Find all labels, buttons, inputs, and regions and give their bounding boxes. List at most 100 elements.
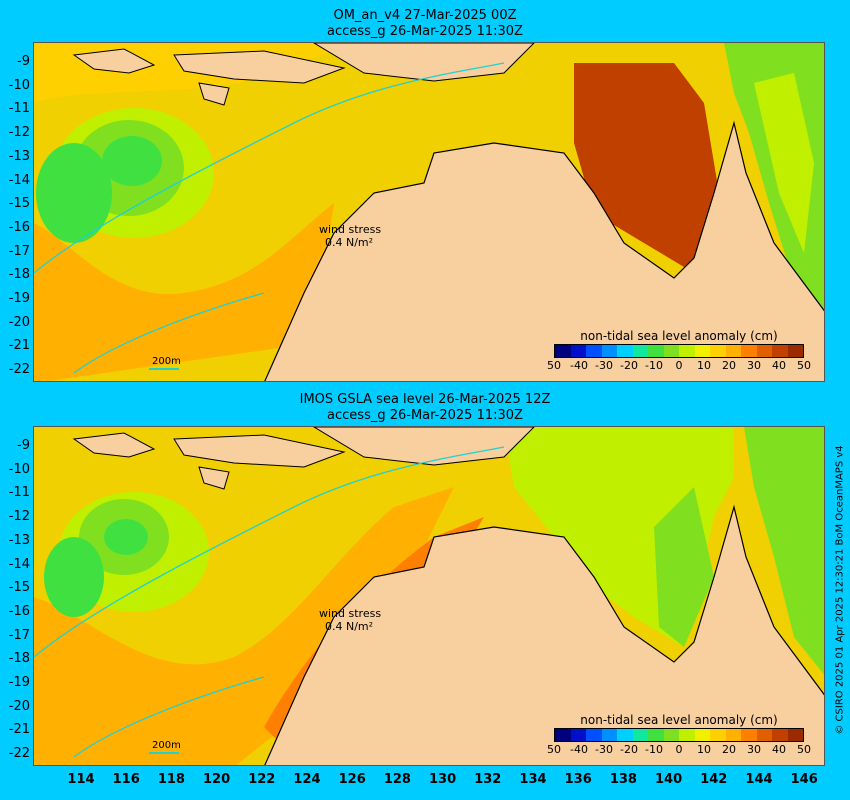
longitude-label: 122: [248, 772, 276, 787]
legend-tick-label: 50: [547, 359, 561, 372]
bathymetry-200m-label: 200m: [152, 740, 181, 751]
latitude-label: -9: [17, 438, 30, 453]
legend-tick-label: 0: [675, 359, 683, 372]
legend-tick-label: -10: [645, 743, 663, 756]
legend-color-swatch: [694, 729, 710, 741]
latitude-label: -21: [8, 722, 30, 738]
legend-tick-label: 30: [747, 743, 761, 756]
bottom-sea-level-map: 200m wind stress 0.4 N/m² non-tidal sea l…: [33, 426, 825, 766]
longitude-label: 138: [609, 772, 637, 787]
legend-color-swatch: [741, 345, 757, 357]
latitude-label: -13: [8, 532, 30, 548]
legend-color-swatch: [555, 729, 571, 741]
longitude-label: 144: [745, 772, 773, 787]
latitude-label: -22: [8, 746, 30, 762]
longitude-label: 114: [67, 772, 95, 787]
legend-color-swatch: [710, 345, 726, 357]
top-map-field: [34, 43, 824, 381]
legend-color-swatch: [694, 345, 710, 357]
latitude-label: -11: [8, 485, 30, 501]
legend-color-swatch: [648, 729, 664, 741]
legend-color-swatch: [617, 345, 633, 357]
latitude-label: -16: [8, 219, 30, 235]
legend-color-bar: [554, 344, 804, 358]
legend-color-bar: [554, 728, 804, 742]
legend-color-swatch: [679, 345, 695, 357]
legend-color-swatch: [648, 345, 664, 357]
legend-tick-label: 50: [797, 743, 811, 756]
longitude-label: 130: [429, 772, 457, 787]
legend-color-swatch: [756, 729, 772, 741]
legend-tick-label: -20: [620, 359, 638, 372]
legend-tick-label: 20: [722, 359, 736, 372]
legend-tick-label: -40: [570, 743, 588, 756]
latitude-label: -20: [8, 698, 30, 714]
longitude-label: 128: [383, 772, 411, 787]
legend-color-swatch: [632, 345, 648, 357]
latitude-label: -19: [8, 675, 30, 690]
legend-color-swatch: [710, 729, 726, 741]
legend-tick-label: 10: [697, 743, 711, 756]
legend-ticks: 50 -40 -30 -20 -10 0 10 20 30 40 50: [547, 358, 811, 372]
legend-tick-label: 10: [697, 359, 711, 372]
legend-color-swatch: [741, 729, 757, 741]
latitude-label: -22: [8, 362, 30, 378]
latitude-label: -18: [8, 651, 30, 667]
longitude-label: 140: [655, 772, 683, 787]
legend-color-swatch: [570, 345, 586, 357]
top-sea-level-map: 200m wind stress 0.4 N/m² non-tidal sea l…: [33, 42, 825, 382]
legend-tick-label: 50: [797, 359, 811, 372]
longitude-label: 146: [790, 772, 818, 787]
latitude-label: -19: [8, 291, 30, 306]
legend-tick-label: 0: [675, 743, 683, 756]
bottom-map-field: [34, 427, 824, 765]
legend-color-swatch: [601, 729, 617, 741]
legend-color-swatch: [586, 729, 602, 741]
latitude-label: -16: [8, 603, 30, 619]
longitude-label: 132: [474, 772, 502, 787]
legend-color-swatch: [725, 345, 741, 357]
latitude-label: -9: [17, 54, 30, 69]
legend-color-swatch: [787, 345, 803, 357]
legend-tick-label: -10: [645, 359, 663, 372]
legend-tick-label: -40: [570, 359, 588, 372]
bottom-map-title: IMOS GSLA sea level 26-Mar-2025 12Z: [299, 392, 551, 407]
legend-tick-label: 20: [722, 743, 736, 756]
latitude-label: -18: [8, 267, 30, 283]
legend-color-swatch: [663, 345, 679, 357]
wind-stress-label: wind stress 0.4 N/m²: [319, 607, 382, 633]
latitude-label: -20: [8, 314, 30, 330]
latitude-label: -15: [8, 196, 30, 212]
longitude-label: 120: [203, 772, 231, 787]
copyright-credit: © CSIRO 2025 01 Apr 2025 12:30:21 BoM Oc…: [834, 445, 846, 735]
legend-color-swatch: [570, 729, 586, 741]
latitude-label: -12: [8, 125, 30, 141]
latitude-label: -21: [8, 338, 30, 354]
legend-tick-label: 50: [547, 743, 561, 756]
latitude-label: -14: [8, 556, 30, 572]
wind-stress-label: wind stress 0.4 N/m²: [319, 223, 382, 249]
top-map-subtitle: access_g 26-Mar-2025 11:30Z: [327, 24, 523, 39]
legend-color-swatch: [663, 729, 679, 741]
legend-color-swatch: [632, 729, 648, 741]
legend-color-swatch: [725, 729, 741, 741]
legend-color-swatch: [586, 345, 602, 357]
longitude-label: 134: [519, 772, 547, 787]
latitude-label: -11: [8, 101, 30, 117]
legend-tick-label: 30: [747, 359, 761, 372]
bathymetry-200m-label: 200m: [152, 356, 181, 367]
latitude-label: -17: [8, 243, 30, 259]
legend-color-swatch: [555, 345, 571, 357]
latitude-label: -10: [8, 77, 30, 93]
legend-color-swatch: [756, 345, 772, 357]
legend-tick-label: -20: [620, 743, 638, 756]
legend-tick-label: -30: [595, 359, 613, 372]
top-map-title: OM_an_v4 27-Mar-2025 00Z: [333, 8, 517, 23]
legend-tick-label: -30: [595, 743, 613, 756]
latitude-label: -14: [8, 172, 30, 188]
longitude-label: 136: [564, 772, 592, 787]
latitude-label: -12: [8, 509, 30, 525]
legend-color-swatch: [617, 729, 633, 741]
legend-ticks: 50 -40 -30 -20 -10 0 10 20 30 40 50: [547, 742, 811, 756]
top-color-legend: non-tidal sea level anomaly (cm) 50 -40 -3…: [547, 329, 811, 372]
